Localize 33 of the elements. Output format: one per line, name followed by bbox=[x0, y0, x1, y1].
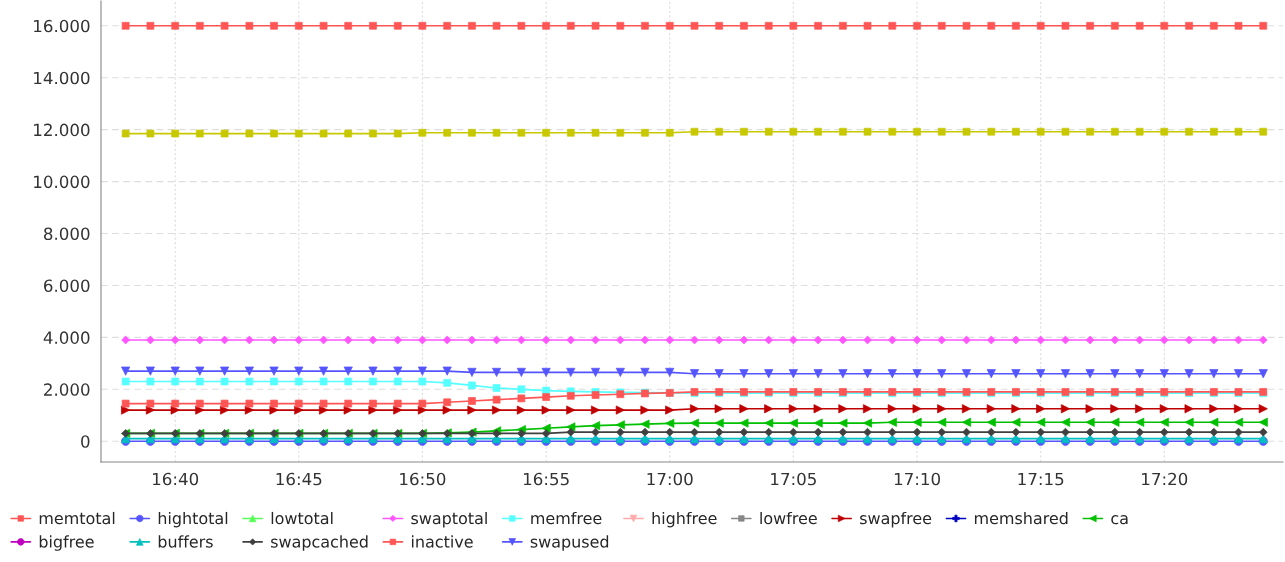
legend-label: swaptotal bbox=[411, 511, 487, 528]
legend-label: bigfree bbox=[39, 535, 94, 551]
legend-label: hightotal bbox=[158, 511, 228, 528]
x-tick-label: 16:40 bbox=[153, 472, 199, 486]
y-tick-label: 6.000 bbox=[44, 279, 90, 293]
legend-label: memtotal bbox=[39, 511, 115, 525]
legend-label: lowtotal bbox=[271, 511, 333, 525]
x-tick-label: 17:10 bbox=[894, 472, 940, 486]
y-tick-label: 4.000 bbox=[43, 331, 90, 344]
y-tick-label: 0 bbox=[81, 435, 90, 448]
legend-label: inactive bbox=[411, 535, 473, 548]
y-tick-label: 8.000 bbox=[44, 227, 90, 241]
legend-label: lowfree bbox=[760, 511, 817, 525]
y-tick-label: 16.000 bbox=[34, 19, 90, 33]
legend-label: ca bbox=[1111, 515, 1128, 525]
x-tick-label: 17:15 bbox=[1018, 472, 1064, 486]
x-tick-label: 17:00 bbox=[647, 472, 693, 486]
legend-label: swapcached bbox=[271, 535, 368, 551]
y-tick-label: 2.000 bbox=[44, 383, 90, 396]
y-tick-label: 14.000 bbox=[34, 71, 90, 85]
y-tick-label: 12.000 bbox=[34, 123, 90, 137]
x-tick-label: 17:20 bbox=[1142, 472, 1188, 486]
legend-label: memfree bbox=[531, 511, 602, 525]
legend-label: memshared bbox=[974, 511, 1068, 525]
legend-label: swapfree bbox=[860, 511, 932, 528]
legend-label: buffers bbox=[158, 535, 213, 548]
x-tick-label: 16:50 bbox=[400, 472, 446, 486]
x-tick-label: 17:05 bbox=[771, 472, 816, 486]
x-tick-label: 16:45 bbox=[276, 472, 322, 486]
legend-label: highfree bbox=[652, 511, 717, 528]
legend-label: swapused bbox=[530, 535, 609, 551]
y-tick-label: 10.000 bbox=[34, 175, 90, 189]
x-tick-label: 16:55 bbox=[523, 472, 569, 486]
